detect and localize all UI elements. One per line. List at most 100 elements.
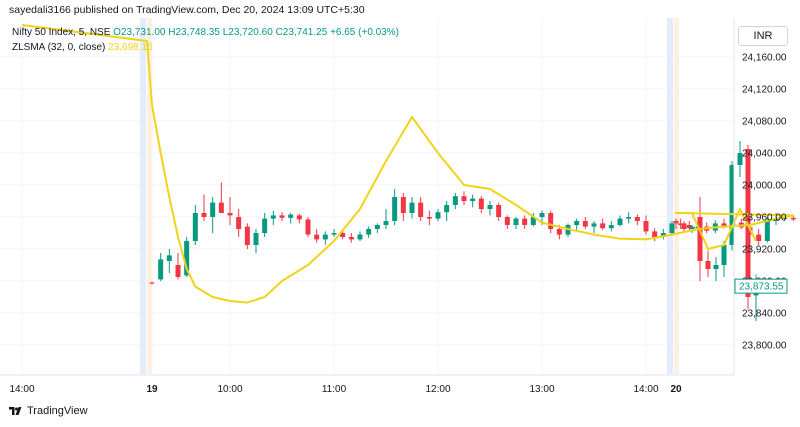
x-tick-label: 19 <box>146 384 158 395</box>
last-price-box <box>734 278 788 294</box>
zlsma-series <box>21 24 795 304</box>
candle-body <box>634 217 640 221</box>
candle-body <box>530 217 536 225</box>
symbol-label: Nifty 50 Index, 5, NSE <box>12 27 111 38</box>
candle-body <box>600 223 606 229</box>
candle-body <box>705 261 711 269</box>
currency-button[interactable]: INR <box>738 26 788 46</box>
candle-body <box>331 233 337 235</box>
candle-body <box>288 214 294 218</box>
indicator-value: 23,698.16 <box>108 42 153 53</box>
candle-body <box>470 198 476 201</box>
candle-body <box>539 213 545 217</box>
candle-body <box>374 225 380 229</box>
candle-body <box>201 213 207 217</box>
candle-body <box>673 221 679 224</box>
tradingview-watermark: TradingView <box>9 405 88 417</box>
candle-body <box>556 229 562 235</box>
candle-body <box>210 202 216 217</box>
price-axis[interactable]: 24,160.00 24,120.00 24,080.00 24,040.00 24,0… <box>733 18 788 375</box>
brand-label: TradingView <box>27 405 88 417</box>
candle-body <box>487 205 493 209</box>
candle-body <box>192 213 198 241</box>
candle-body <box>461 196 467 201</box>
candle-body <box>756 234 762 241</box>
publisher-caption: sayedali3166 published on TradingView.co… <box>9 4 365 16</box>
candle-body <box>383 221 389 225</box>
candle-body <box>400 197 406 213</box>
session-break-band <box>674 18 679 374</box>
candle-body <box>253 233 259 245</box>
candle-body <box>340 233 346 237</box>
candle-body <box>279 215 285 218</box>
candle-body <box>262 218 268 233</box>
candle-body <box>149 282 155 284</box>
candle-body <box>244 226 250 245</box>
x-tick-label: 11:00 <box>322 384 347 395</box>
candle-body <box>435 212 441 219</box>
candle-body <box>582 221 588 227</box>
candle-body <box>737 153 743 165</box>
candle-body <box>686 225 692 229</box>
candle-body <box>548 213 554 229</box>
candle-body <box>305 219 311 235</box>
candle-body <box>426 217 432 219</box>
candle-body <box>608 225 614 229</box>
candle-body <box>652 231 658 237</box>
candle-body <box>689 226 695 229</box>
y-tick-label: 24,080.00 <box>742 117 787 128</box>
y-tick-label: 23,960.00 <box>742 213 787 224</box>
x-tick-label: 14:00 <box>633 384 658 395</box>
high-value: H23,748.35 <box>168 27 220 38</box>
candle-body <box>721 245 727 265</box>
candle-body <box>452 196 458 205</box>
candle-body <box>409 202 415 213</box>
candle-body <box>418 202 424 217</box>
candle-body <box>166 255 172 261</box>
indicator-name: ZLSMA (32, 0, close) <box>12 42 106 53</box>
session-break-band <box>147 18 152 374</box>
change-value: +6.65 (+0.03%) <box>330 27 399 38</box>
candle-body <box>348 237 354 240</box>
candle-body <box>782 217 788 219</box>
candle-body <box>236 217 242 229</box>
session-break-band <box>140 18 146 374</box>
candle-body <box>270 215 276 219</box>
ohlc-legend: Nifty 50 Index, 5, NSE O23,731.00 H23,74… <box>12 27 399 38</box>
open-value: O23,731.00 <box>113 27 166 38</box>
candlestick-series <box>149 141 796 321</box>
candle-body <box>591 223 597 227</box>
candle-body <box>227 213 233 216</box>
candle-body <box>764 221 770 241</box>
candle-body <box>697 217 703 261</box>
candle-body <box>678 223 684 225</box>
candle-body <box>496 205 502 217</box>
zlsma-line <box>21 24 795 304</box>
candle-body <box>175 265 181 277</box>
candle-body <box>513 218 519 225</box>
candle-body <box>504 217 510 225</box>
candle-body <box>721 223 727 227</box>
indicator-legend[interactable]: ZLSMA (32, 0, close) 23,698.16 <box>12 42 153 53</box>
candle-body <box>296 215 302 220</box>
time-axis[interactable]: 14:00 19 10:00 11:00 12:00 13:00 14:00 20 <box>0 374 734 395</box>
x-tick-label: 20 <box>670 384 682 395</box>
candle-body <box>574 221 580 225</box>
x-tick-label: 12:00 <box>425 384 450 395</box>
candle-body <box>392 197 398 221</box>
candle-body <box>522 218 528 225</box>
low-value: L23,720.60 <box>222 27 273 38</box>
y-tick-label: 24,000.00 <box>742 181 787 192</box>
candle-body <box>218 202 224 213</box>
candle-body <box>444 205 450 213</box>
candle-body <box>790 217 796 220</box>
candle-body <box>357 234 363 240</box>
candle-body <box>366 229 372 235</box>
candle-body <box>184 241 190 276</box>
candle-body <box>314 234 320 240</box>
candle-body <box>729 165 735 245</box>
candle-body <box>158 259 164 280</box>
y-tick-label: 23,920.00 <box>742 245 787 256</box>
x-tick-label: 14:00 <box>9 384 34 395</box>
